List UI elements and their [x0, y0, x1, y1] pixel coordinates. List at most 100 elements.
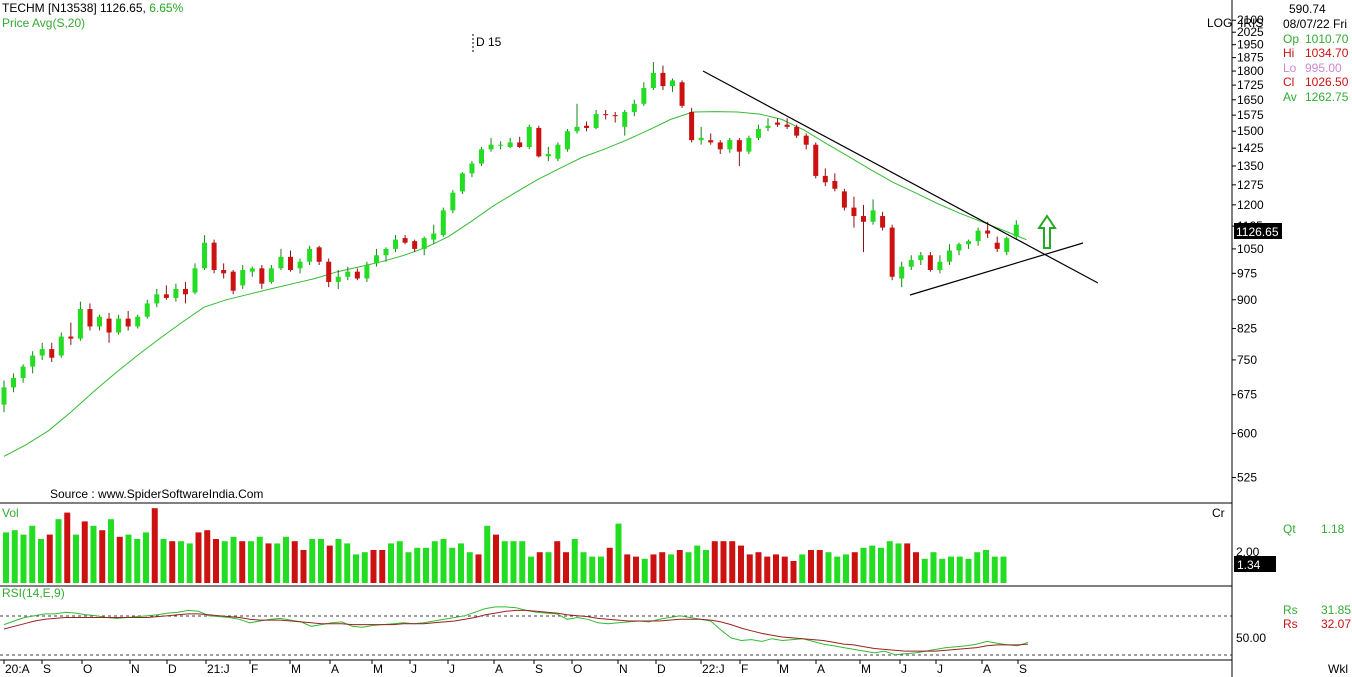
- breakout-up-arrow-icon: [1037, 214, 1057, 249]
- candle-body: [87, 309, 93, 327]
- x-tick-label: 22:J: [702, 662, 725, 676]
- candle-body: [803, 135, 809, 145]
- period-label: Wkl: [1328, 662, 1348, 676]
- candle-body: [899, 266, 905, 279]
- volume-bar: [790, 561, 797, 583]
- price-tick-label: 1500: [1237, 124, 1264, 138]
- price-tick-label: 525: [1237, 471, 1257, 485]
- volume-bar: [729, 541, 736, 583]
- x-tick-label: N: [131, 662, 140, 676]
- volume-bar: [99, 530, 106, 583]
- info-open-label: Op: [1283, 32, 1300, 46]
- volume-bar: [816, 550, 823, 583]
- candle-body: [173, 288, 179, 298]
- trendline: [909, 242, 1084, 296]
- volume-bar: [528, 556, 534, 583]
- candle-body: [746, 137, 752, 152]
- candle-body: [393, 239, 399, 249]
- candle-body: [202, 242, 208, 269]
- rsi-line: [3, 606, 1029, 656]
- x-tick-label: O: [573, 662, 582, 676]
- price-tick-label: 600: [1237, 427, 1257, 441]
- candle-body: [985, 230, 991, 234]
- candle-body: [488, 144, 494, 150]
- x-tick-label: A: [817, 662, 825, 676]
- volume-bar: [624, 554, 631, 583]
- trendlines: [702, 70, 1099, 296]
- candle-body: [479, 149, 484, 164]
- candle-body: [851, 207, 857, 217]
- info-rsi-signal-value: 32.07: [1321, 617, 1352, 631]
- volume-bar: [536, 552, 543, 583]
- candle-body: [345, 271, 351, 277]
- x-tick-label: F: [741, 662, 748, 676]
- x-tick-label: A: [331, 662, 339, 676]
- volume-bar: [808, 550, 814, 583]
- candle-body: [679, 82, 685, 106]
- price-tick-label: 975: [1237, 266, 1257, 280]
- candle-body: [689, 112, 695, 141]
- candle-body: [966, 241, 972, 245]
- volume-bar: [29, 525, 36, 583]
- candle-body: [612, 115, 618, 117]
- price-tick-label: 1875: [1237, 51, 1264, 65]
- info-average-label: Av: [1283, 90, 1297, 104]
- volume-unit-label: Cr: [1212, 506, 1225, 520]
- info-close-label: Cl: [1283, 75, 1295, 89]
- volume-bar: [160, 539, 167, 583]
- candle-body: [154, 294, 160, 304]
- candle-body: [975, 230, 981, 242]
- x-tick-label: M: [861, 662, 871, 676]
- candle-body: [765, 125, 771, 128]
- volume-bar: [73, 534, 79, 583]
- candle-body: [574, 126, 580, 132]
- candle-body: [507, 142, 513, 148]
- candle-body: [918, 255, 924, 261]
- info-low-value: 995.00: [1305, 61, 1342, 75]
- volume-bar: [239, 541, 246, 583]
- volume-bar: [178, 541, 184, 583]
- candle-body: [364, 265, 370, 279]
- candle-body: [794, 126, 800, 136]
- candle-body: [106, 318, 112, 333]
- volume-bar: [834, 556, 841, 583]
- volume-bar: [851, 552, 858, 583]
- volume-bar: [650, 554, 657, 583]
- volume-bar: [694, 545, 701, 583]
- x-tick-label: M: [779, 662, 789, 676]
- price-tick-label: 2100: [1237, 13, 1264, 27]
- x-tick-label: 21:J: [207, 662, 230, 676]
- volume-bar: [256, 536, 263, 583]
- volume-bars: [3, 508, 1007, 583]
- candle-body: [1013, 224, 1019, 237]
- volume-bar: [64, 512, 71, 583]
- info-average-value: 1262.75: [1305, 90, 1349, 104]
- volume-bar: [440, 539, 447, 583]
- candle-body: [889, 227, 895, 277]
- candle-body: [316, 247, 322, 262]
- info-rsi: Rs 31.85: [1283, 603, 1351, 617]
- current-price-box: [1234, 223, 1282, 239]
- volume-bar: [510, 541, 517, 583]
- volume-bar: [388, 543, 394, 583]
- volume-bar: [930, 552, 937, 583]
- candle-body: [326, 261, 332, 282]
- x-tick-label: N: [619, 662, 628, 676]
- volume-bar: [615, 523, 622, 583]
- price-tick-label: 1950: [1237, 38, 1264, 52]
- volume-bar: [668, 554, 674, 583]
- candle-body: [259, 268, 265, 284]
- x-tick-label: J: [901, 662, 907, 676]
- volume-bar: [825, 552, 832, 583]
- candle-body: [526, 126, 532, 147]
- candle-body: [278, 256, 284, 269]
- volume-bar: [878, 547, 884, 583]
- x-tick-label: J: [937, 662, 943, 676]
- volume-bar: [799, 554, 806, 583]
- price-tick-label: 1425: [1237, 141, 1264, 155]
- info-row-close: Cl 1026.50: [1283, 75, 1348, 89]
- candle-body: [650, 72, 656, 89]
- volume-bar: [589, 556, 596, 583]
- candle-body: [517, 142, 523, 148]
- volume-bar: [20, 534, 27, 583]
